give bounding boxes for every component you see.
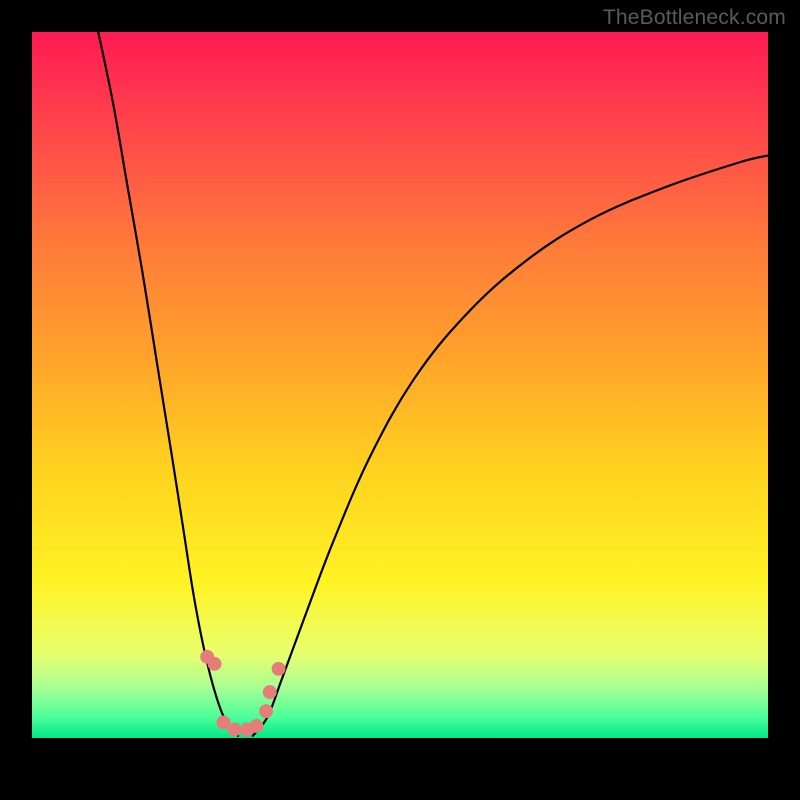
chart-gradient-background — [32, 32, 768, 738]
plot-frame — [30, 30, 770, 740]
watermark-text: TheBottleneck.com — [603, 6, 786, 30]
page-root: TheBottleneck.com — [0, 0, 800, 800]
bottom-axis-mask — [30, 740, 770, 770]
